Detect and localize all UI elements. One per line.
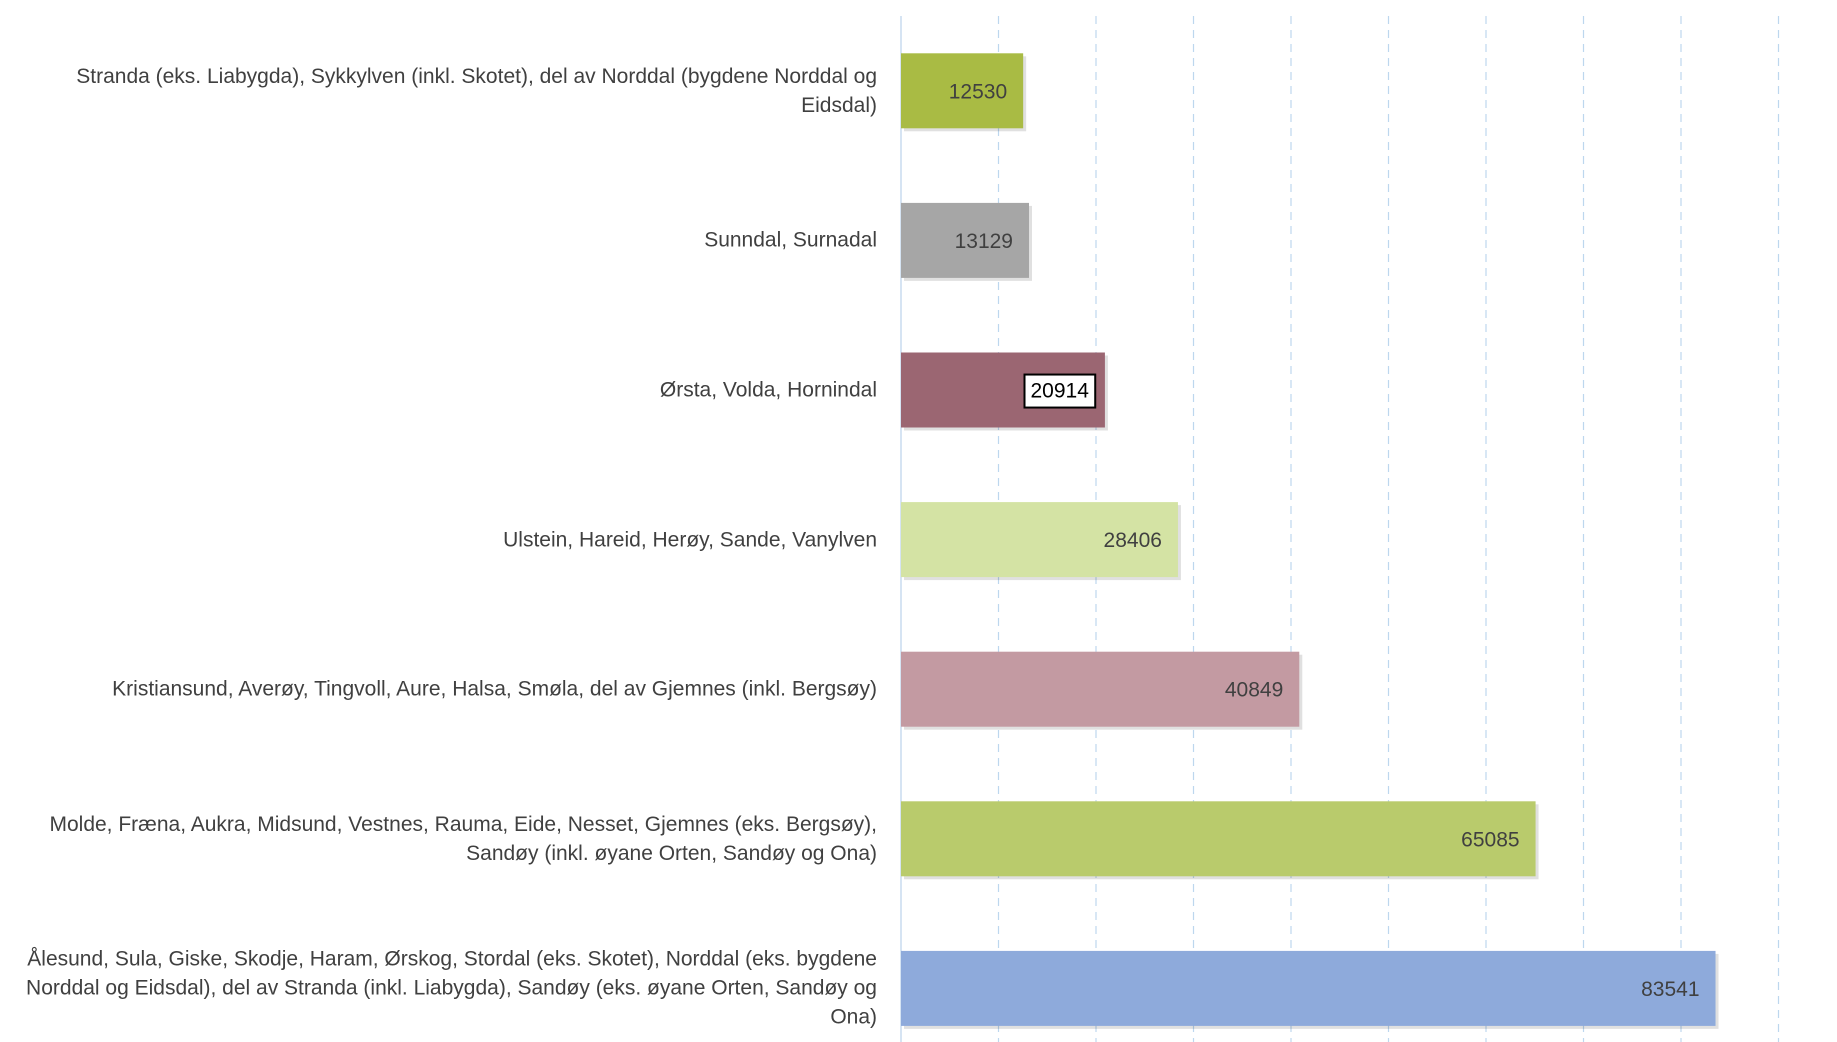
data-label: 28406: [1104, 529, 1162, 552]
y-tick-label: Ulstein, Hareid, Herøy, Sande, Vanylven: [0, 525, 877, 554]
data-label: 83541: [1641, 978, 1699, 1001]
data-label: 20914: [1031, 380, 1090, 403]
data-label: 12530: [949, 80, 1007, 103]
y-tick-label: Ålesund, Sula, Giske, Skodje, Haram, Ørs…: [0, 945, 877, 1032]
y-tick-label: Molde, Fræna, Aukra, Midsund, Vestnes, R…: [0, 810, 877, 868]
y-tick-label: Sunndal, Surnadal: [0, 226, 877, 255]
page: {"chart_data": {"type": "bar", "orientat…: [0, 0, 1837, 1042]
data-label: 40849: [1225, 679, 1283, 702]
chart: 12530 13129 20914 28406 40849 65085 83541: [0, 0, 1837, 1042]
bar: [901, 951, 1716, 1026]
y-tick-label: Kristiansund, Averøy, Tingvoll, Aure, Ha…: [0, 675, 877, 704]
data-label: 13129: [955, 230, 1013, 253]
y-tick-label: Stranda (eks. Liabygda), Sykkylven (inkl…: [0, 62, 877, 120]
data-label: 65085: [1461, 828, 1519, 851]
bar: [901, 801, 1536, 876]
y-tick-label: Ørsta, Volda, Hornindal: [0, 376, 877, 405]
